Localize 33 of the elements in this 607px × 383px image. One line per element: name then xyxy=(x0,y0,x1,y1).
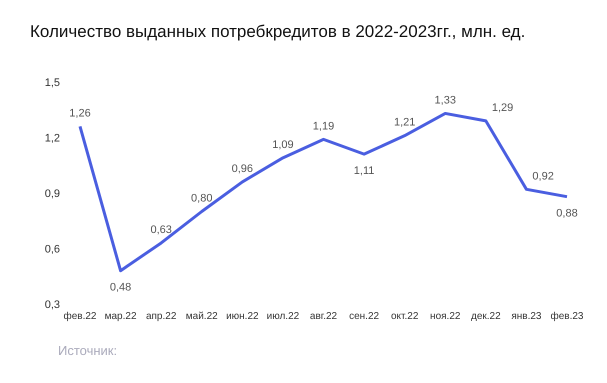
data-label: 0,96 xyxy=(232,162,254,175)
x-tick-label: апр.22 xyxy=(146,311,177,322)
x-tick-label: фев.23 xyxy=(550,311,584,322)
x-tick-label: июн.22 xyxy=(226,311,260,322)
text: Источник: xyxy=(58,343,118,358)
y-tick-label: 0,3 xyxy=(44,298,60,311)
y-tick-label: 0,6 xyxy=(44,243,60,256)
x-tick-label: июл.22 xyxy=(266,311,300,322)
x-tick-label: мар.22 xyxy=(104,311,137,322)
data-label: 1,29 xyxy=(492,102,514,114)
x-tick-label: ноя.22 xyxy=(430,311,461,322)
y-tick-label: 1,5 xyxy=(44,76,60,89)
data-label: 1,09 xyxy=(272,138,294,151)
data-label: 1,33 xyxy=(434,94,456,106)
data-label: 1,26 xyxy=(69,107,91,120)
data-label: 0,80 xyxy=(191,192,212,204)
x-tick-label: дек.22 xyxy=(470,311,502,322)
y-tick-label: 1,2 xyxy=(44,132,60,144)
x-tick-label: фев.22 xyxy=(63,311,97,322)
x-tick-label: окт.22 xyxy=(390,311,419,322)
data-label: 1,21 xyxy=(394,116,416,129)
data-label: 0,92 xyxy=(532,170,554,182)
chart-title: Количество выданных потребкредитов в 2022-2023гг., млн. ед. xyxy=(29,21,526,43)
x-tick-label: май.22 xyxy=(186,311,218,322)
x-tick-label: авг.22 xyxy=(310,311,338,322)
data-label: 1,19 xyxy=(312,120,334,132)
x-tick-label: янв.23 xyxy=(511,311,542,322)
x-tick-label: сен.22 xyxy=(349,311,380,322)
data-label: 0,63 xyxy=(150,224,172,236)
data-label: 0,88 xyxy=(556,208,578,220)
data-label: 1,11 xyxy=(354,165,374,178)
data-label: 0,48 xyxy=(110,282,132,294)
y-tick-label: 0,9 xyxy=(44,188,60,200)
